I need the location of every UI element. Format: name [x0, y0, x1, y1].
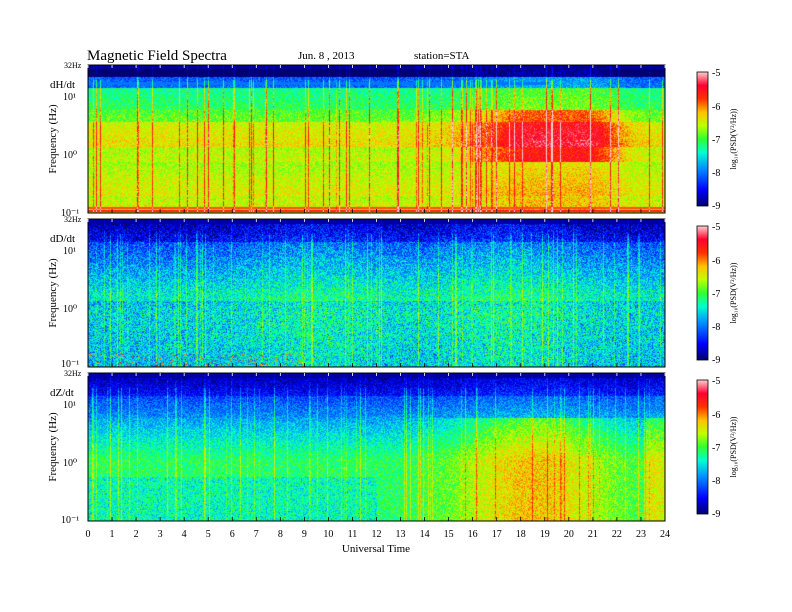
cbtick-dz-0: -5: [712, 376, 720, 387]
panel-label-dd: dD/dt: [50, 233, 75, 245]
cbtick-dd-1: -6: [712, 256, 720, 267]
x-tick-label: 1: [110, 529, 115, 540]
top-label-dd: 32Hz: [64, 215, 82, 224]
cbtick-dh-1: -6: [712, 102, 720, 113]
x-tick-label: 18: [516, 529, 526, 540]
panel-dh: 32Hz dH/dt 10¹ 10⁰ 10⁻¹ Frequency (Hz): [47, 61, 666, 219]
ytick-dz-2: 10⁻¹: [61, 515, 79, 526]
ytick-dd-1: 10⁰: [63, 304, 77, 315]
panel-label-dz: dZ/dt: [50, 387, 74, 399]
cbtick-dd-0: -5: [712, 222, 720, 233]
panel-dz: 32Hz dZ/dt 10¹ 10⁰ 10⁻¹ Frequency (Hz): [47, 369, 666, 526]
panel-dd: 32Hz dD/dt 10¹ 10⁰ 10⁻¹ Frequency (Hz): [47, 215, 666, 370]
x-tick-label: 16: [468, 529, 478, 540]
x-tick-label: 8: [278, 529, 283, 540]
x-tick-label: 7: [254, 529, 259, 540]
cbtick-dd-4: -9: [712, 355, 720, 366]
top-label-dz: 32Hz: [64, 369, 82, 378]
spectrogram-dz: [88, 373, 665, 521]
x-tick-label: 9: [302, 529, 307, 540]
colorbar-dz-label: log₁₀(PSD(V²/Hz)): [729, 416, 738, 477]
ytick-dh-1: 10⁰: [63, 150, 77, 161]
x-tick-label: 2: [134, 529, 139, 540]
x-tick-label: 6: [230, 529, 235, 540]
colorbar-dd-label: log₁₀(PSD(V²/Hz)): [729, 262, 738, 323]
x-tick-label: 23: [636, 529, 646, 540]
colorbar-dz: -5 -6 -7 -8 -9 log₁₀(PSD(V²/Hz)): [696, 376, 738, 520]
x-tick-label: 24: [660, 529, 670, 540]
x-tick-label: 0: [86, 529, 91, 540]
x-tick-label: 21: [588, 529, 598, 540]
cbtick-dz-2: -7: [712, 443, 720, 454]
ytick-dh-0: 10¹: [63, 92, 76, 103]
colorbar-dh-scale: [696, 71, 709, 207]
date-label: Jun. 8 , 2013: [298, 50, 355, 62]
top-label-dh: 32Hz: [64, 61, 82, 70]
x-tick-label: 10: [323, 529, 333, 540]
ytick-dd-2: 10⁻¹: [61, 359, 79, 370]
cbtick-dd-2: -7: [712, 289, 720, 300]
spectrogram-dd: [88, 219, 665, 367]
x-tick-label: 3: [158, 529, 163, 540]
x-tick-label: 5: [206, 529, 211, 540]
station-label: station=STA: [414, 50, 469, 62]
cbtick-dh-0: -5: [712, 68, 720, 79]
ylabel-dh: Frequency (Hz): [47, 104, 59, 174]
x-tick-label: 20: [564, 529, 574, 540]
colorbar-dd-scale: [696, 225, 709, 361]
ytick-dz-1: 10⁰: [63, 458, 77, 469]
cbtick-dd-3: -8: [712, 322, 720, 333]
x-axis: 0 1 2 3 4 5 6 7 8 9 10 11 12 13 14 15 16 17 18 19 20 21 22 23 24: [86, 65, 670, 540]
figure-title: Magnetic Field Spectra: [87, 48, 227, 64]
panel-label-dh: dH/dt: [50, 79, 75, 91]
x-tick-label: 14: [420, 529, 430, 540]
x-tick-label: 22: [612, 529, 622, 540]
ytick-dh-2: 10⁻¹: [61, 208, 79, 219]
colorbar-dz-scale: [696, 379, 709, 515]
colorbar-dd: -5 -6 -7 -8 -9 log₁₀(PSD(V²/Hz)): [696, 222, 738, 366]
x-tick-label: 15: [444, 529, 454, 540]
x-axis-label: Universal Time: [342, 543, 410, 555]
cbtick-dz-4: -9: [712, 509, 720, 520]
cbtick-dz-1: -6: [712, 410, 720, 421]
x-tick-label: 13: [396, 529, 406, 540]
colorbar-dh-label: log₁₀(PSD(V²/Hz)): [729, 108, 738, 169]
ytick-dd-0: 10¹: [63, 246, 76, 257]
cbtick-dh-3: -8: [712, 168, 720, 179]
colorbar-dh: -5 -6 -7 -8 -9 log₁₀(PSD(V²/Hz)): [696, 68, 738, 212]
x-tick-label: 19: [540, 529, 550, 540]
cbtick-dz-3: -8: [712, 476, 720, 487]
ylabel-dd: Frequency (Hz): [47, 258, 59, 328]
ytick-dz-0: 10¹: [63, 400, 76, 411]
x-tick-label: 4: [182, 529, 187, 540]
cbtick-dh-4: -9: [712, 201, 720, 212]
spectrogram-dh: [88, 65, 665, 213]
ylabel-dz: Frequency (Hz): [47, 412, 59, 482]
x-tick-label: 12: [372, 529, 382, 540]
cbtick-dh-2: -7: [712, 135, 720, 146]
x-tick-label: 11: [348, 529, 358, 540]
x-tick-label: 17: [492, 529, 502, 540]
